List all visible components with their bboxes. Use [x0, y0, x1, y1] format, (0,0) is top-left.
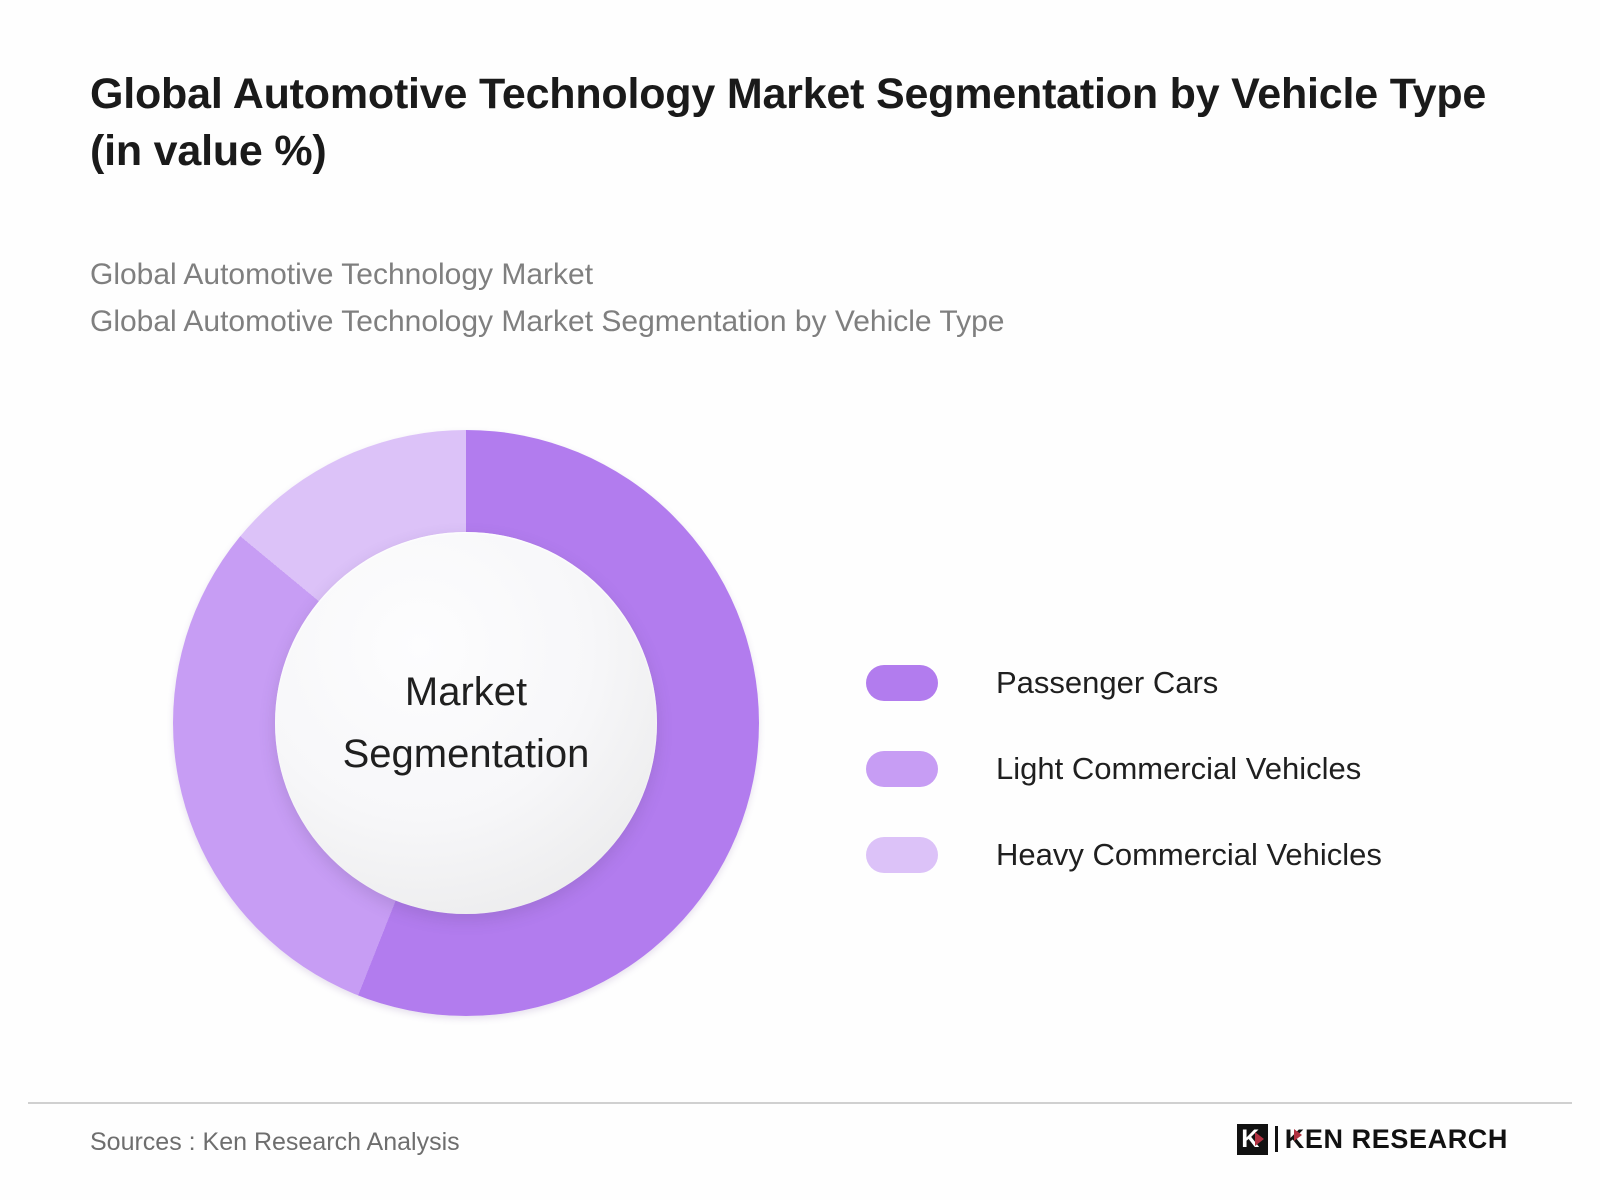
logo-divider-bar [1274, 1126, 1278, 1152]
source-note: Sources : Ken Research Analysis [90, 1128, 460, 1156]
logo-triangle-icon [1254, 1132, 1264, 1146]
donut-center-label-line-1: Market [404, 669, 528, 714]
ken-research-logo: K KEN RESEARCH [1236, 1122, 1508, 1156]
logo-k-mark-icon: K [1236, 1123, 1268, 1155]
legend-item-label: Heavy Commercial Vehicles [996, 837, 1382, 872]
subtitle-line-2: Global Automotive Technology Market Segm… [90, 304, 1005, 338]
legend-item-label: Light Commercial Vehicles [996, 751, 1362, 786]
page-title: Global Automotive Technology Market Segm… [90, 70, 1487, 175]
legend-item-0[interactable]: Passenger Cars [866, 640, 1466, 726]
donut-center-label-line-2: Segmentation [342, 732, 590, 776]
logo-wordmark: KEN RESEARCH [1285, 1124, 1508, 1155]
chart-legend: Passenger Cars Light Commercial Vehicles H… [866, 640, 1466, 898]
legend-swatch-icon [866, 751, 938, 787]
logo-wordmark-rest: EN RESEARCH [1304, 1123, 1508, 1154]
legend-swatch-icon [866, 837, 938, 873]
logo-wordmark-k: K [1284, 1123, 1305, 1154]
legend-item-label: Passenger Cars [996, 665, 1219, 700]
donut-center-hole: Market Segmentation [275, 532, 657, 914]
subtitle-line-1: Global Automotive Technology Market [90, 258, 594, 291]
donut-chart: Market Segmentation [173, 430, 759, 1016]
footer-divider [28, 1102, 1572, 1104]
legend-item-1[interactable]: Light Commercial Vehicles [866, 726, 1466, 812]
legend-swatch-icon [866, 665, 938, 701]
subtitle-block: Global Automotive Technology Market Glob… [90, 252, 1390, 346]
legend-item-2[interactable]: Heavy Commercial Vehicles [866, 812, 1466, 898]
